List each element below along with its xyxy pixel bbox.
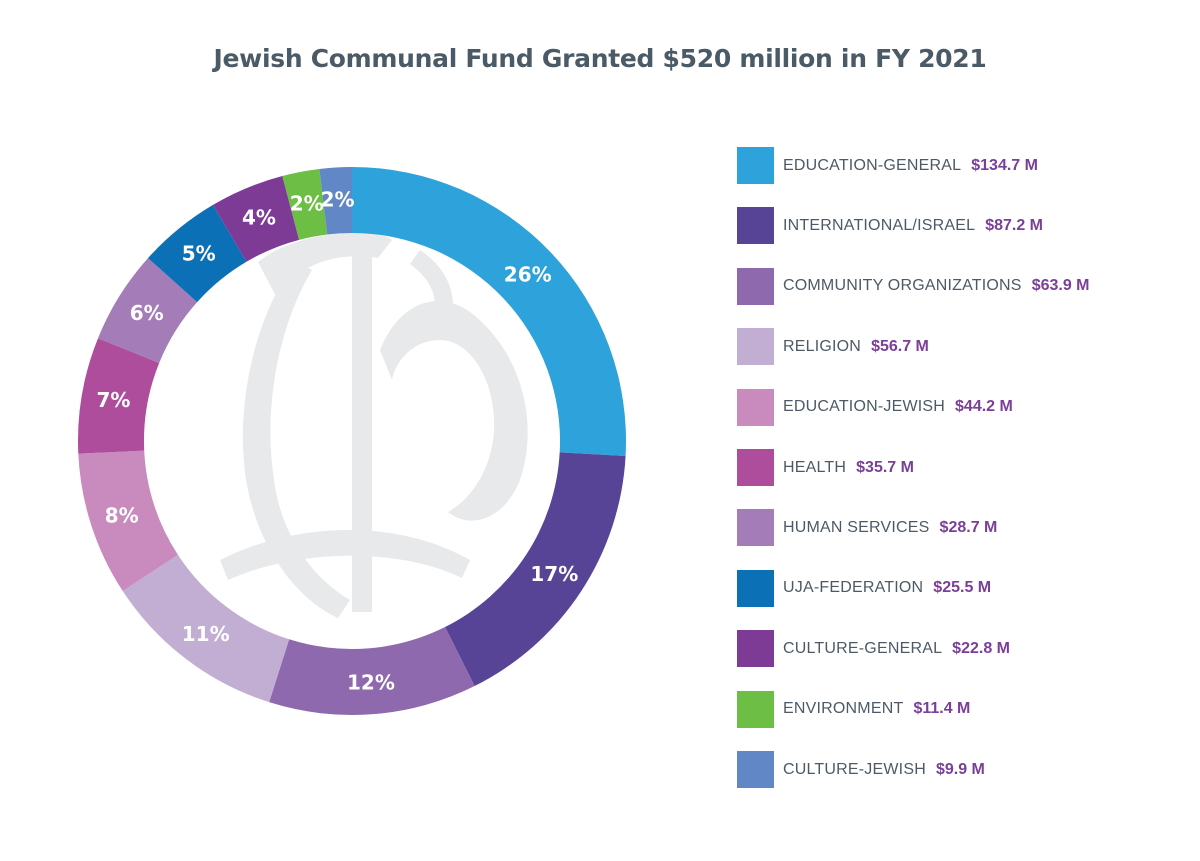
legend-item-education-jewish: EDUCATION-JEWISH $44.2 M: [737, 388, 1197, 426]
percent-label-culture-general: 4%: [242, 206, 276, 230]
percent-label-religion: 11%: [182, 622, 230, 646]
percent-label-culture-jewish: 2%: [321, 187, 355, 211]
slice-international-israel: [445, 452, 626, 687]
legend-swatch: [737, 147, 774, 184]
legend-swatch: [737, 509, 774, 547]
legend-label: CULTURE-GENERAL: [783, 639, 943, 657]
legend-swatch: [737, 630, 774, 668]
legend-value: $9.9 M: [935, 760, 985, 778]
percent-label-health: 7%: [96, 388, 130, 412]
slice-religion: [122, 554, 290, 703]
legend-item-international-israel: INTERNATIONAL/ISRAEL $87.2 M: [737, 207, 1197, 245]
legend-value: $22.8 M: [952, 639, 1010, 657]
legend-item-culture-general: CULTURE-GENERAL $22.8 M: [737, 630, 1197, 668]
legend-label: CULTURE-JEWISH: [783, 760, 926, 778]
percent-label-education-jewish: 8%: [105, 503, 139, 527]
legend-swatch: [737, 751, 774, 788]
legend-swatch: [737, 267, 774, 305]
watermark-logo: [220, 232, 528, 618]
percent-label-community-organizations: 12%: [347, 670, 395, 694]
percent-label-education-general: 26%: [504, 263, 552, 287]
legend-value: $25.5 M: [933, 579, 992, 597]
legend-item-community-organizations: COMMUNITY ORGANIZATIONS $63.9 M: [737, 267, 1197, 305]
slice-community-organizations: [269, 627, 475, 715]
percent-label-uja-federation: 5%: [182, 242, 216, 266]
legend-label: UJA-FEDERATION: [783, 579, 924, 597]
legend-value: $35.7 M: [856, 458, 914, 476]
legend-value: $134.7 M: [971, 156, 1038, 174]
legend-swatch: [737, 449, 774, 486]
legend-swatch: [737, 690, 774, 728]
slice-culture-jewish: [319, 167, 352, 235]
legend-value: $87.2 M: [985, 216, 1043, 234]
legend-item-human-services: HUMAN SERVICES $28.7 M: [737, 509, 1197, 547]
legend-item-education-general: EDUCATION-GENERAL $134.7 M: [737, 147, 1197, 184]
legend-swatch: [737, 328, 774, 366]
slice-culture-general: [212, 176, 300, 262]
legend-label: HEALTH: [783, 458, 847, 476]
legend-label: EDUCATION-JEWISH: [783, 398, 946, 416]
legend-label: ENVIRONMENT: [783, 700, 904, 718]
legend-item-health: HEALTH $35.7 M: [737, 449, 1197, 486]
slice-environment: [282, 168, 328, 240]
legend-item-religion: RELIGION $56.7 M: [737, 328, 1197, 366]
slice-education-jewish: [78, 450, 178, 592]
slice-education-general: [352, 167, 627, 456]
legend-swatch: [737, 207, 774, 245]
legend-value: $28.7 M: [939, 518, 998, 536]
legend-value: $44.2 M: [955, 398, 1013, 416]
legend-swatch: [737, 569, 774, 607]
legend-label: EDUCATION-GENERAL: [783, 156, 962, 174]
percent-label-environment: 2%: [290, 191, 324, 215]
legend-label: HUMAN SERVICES: [783, 518, 930, 536]
legend-value: $11.4 M: [913, 700, 971, 718]
legend-label: INTERNATIONAL/ISRAEL: [783, 216, 976, 234]
chart-title: Jewish Communal Fund Granted $520 millio…: [213, 44, 987, 73]
percent-label-international-israel: 17%: [530, 562, 578, 586]
slice-uja-federation: [147, 204, 247, 303]
percent-label-human-services: 6%: [130, 301, 164, 325]
legend-label: COMMUNITY ORGANIZATIONS: [783, 277, 1022, 295]
legend-value: $63.9 M: [1031, 277, 1090, 295]
legend-item-environment: ENVIRONMENT $11.4 M: [737, 690, 1197, 728]
legend-item-culture-jewish: CULTURE-JEWISH $9.9 M: [737, 751, 1197, 788]
legend-value: $56.7 M: [871, 337, 929, 355]
legend-item-uja-federation: UJA-FEDERATION $25.5 M: [737, 569, 1197, 607]
slice-health: [77, 338, 160, 454]
legend-label: RELIGION: [783, 337, 862, 355]
legend-swatch: [737, 388, 774, 426]
slice-human-services: [98, 258, 198, 363]
